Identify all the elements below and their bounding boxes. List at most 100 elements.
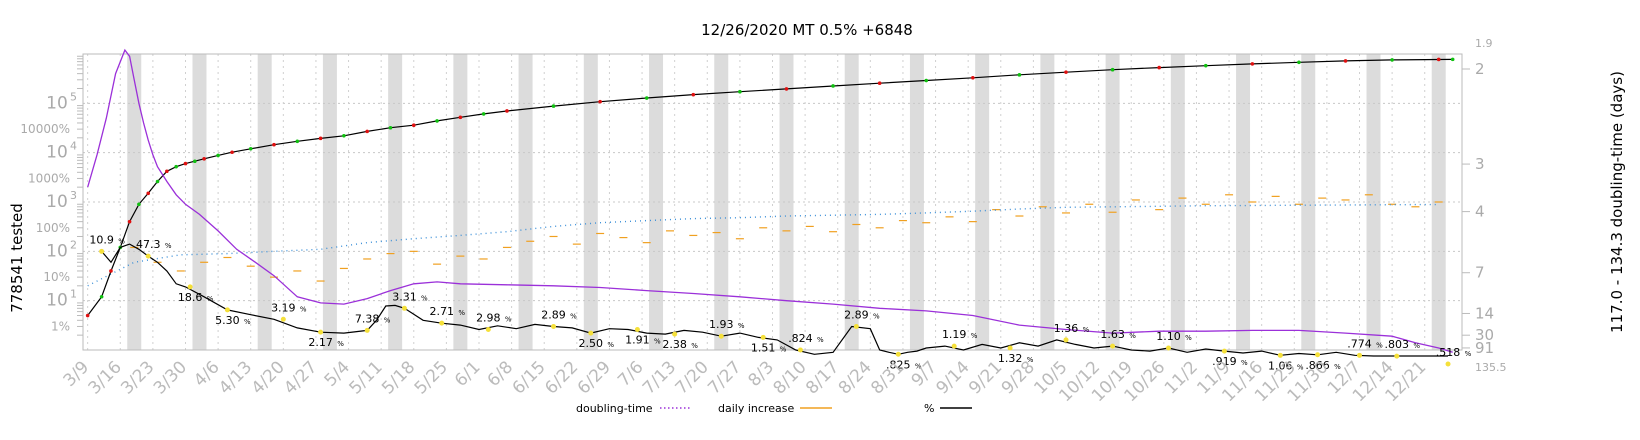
percent-annotation-label: .774 bbox=[1347, 337, 1372, 350]
x-tick-label: 7/20 bbox=[672, 357, 713, 398]
percent-sign: % bbox=[1297, 363, 1304, 371]
percent-annotation-label: 2.98 bbox=[476, 312, 501, 325]
left-tick-label: 10 4 bbox=[46, 140, 77, 163]
left-percent-tick: 10000% bbox=[20, 122, 70, 136]
tested-point bbox=[248, 146, 253, 151]
x-tick-label: 8/24 bbox=[835, 357, 876, 398]
tested-point bbox=[1436, 57, 1441, 62]
left-tick-exponent: 5 bbox=[70, 90, 77, 103]
weekend-band bbox=[583, 54, 598, 350]
weekend-band bbox=[649, 54, 664, 350]
annotation-dot bbox=[895, 351, 901, 357]
right-tick-label: 7 bbox=[1475, 264, 1485, 282]
percent-annotation-label: 1.51 bbox=[751, 341, 776, 354]
tested-point bbox=[481, 112, 486, 116]
tested-point bbox=[202, 157, 206, 161]
grid-lines bbox=[77, 53, 1462, 351]
x-tick-label: 4/27 bbox=[280, 357, 321, 398]
tested-point bbox=[1343, 59, 1348, 63]
tested-point bbox=[137, 202, 141, 207]
right-tick-label: 4 bbox=[1475, 203, 1485, 221]
weekend-bands bbox=[127, 54, 1446, 350]
tested-point bbox=[458, 115, 463, 120]
left-tick-label: 10 3 bbox=[46, 189, 77, 212]
right-tick-label: 1.9 bbox=[1475, 37, 1493, 50]
annotation-dot bbox=[551, 323, 557, 329]
left-percent-tick: 1% bbox=[51, 319, 70, 333]
tested-point bbox=[644, 96, 649, 100]
percent-sign: % bbox=[337, 340, 344, 348]
left-tick-exponent: 4 bbox=[70, 140, 77, 153]
weekend-band bbox=[714, 54, 729, 350]
tested-point bbox=[216, 153, 220, 158]
tested-point bbox=[1297, 60, 1301, 65]
percent-annotation-label: 3.31 bbox=[392, 290, 417, 303]
left-tick-base: 10 bbox=[46, 93, 68, 113]
percent-sign: % bbox=[165, 242, 172, 250]
percent-annotation-label: 5.30 bbox=[215, 314, 240, 327]
right-tick-label: 91 bbox=[1475, 339, 1494, 357]
tested-point bbox=[183, 161, 188, 166]
percent-sign: % bbox=[421, 294, 428, 302]
percent-annotation-label: 47.3 bbox=[136, 238, 161, 251]
percent-annotation-label: 1.93 bbox=[709, 318, 734, 331]
percent-sign: % bbox=[1027, 356, 1034, 364]
tested-point bbox=[342, 133, 346, 138]
percent-annotation-label: .919 bbox=[1212, 355, 1237, 368]
percent-annotation-label: 2.89 bbox=[844, 308, 869, 321]
x-tick-label: 8/10 bbox=[770, 357, 811, 398]
x-tick-label: 6/15 bbox=[509, 357, 550, 398]
tested-point bbox=[411, 123, 416, 128]
tested-point bbox=[165, 169, 169, 174]
legend: doubling-time daily increase% bbox=[576, 402, 972, 415]
percent-annotation-label: 2.89 bbox=[541, 308, 566, 321]
left-tick-label: 10 2 bbox=[46, 238, 77, 261]
percent-annotation-label: .825 bbox=[886, 358, 911, 371]
x-tick-label: 3/16 bbox=[85, 357, 126, 398]
left-tick-label: 10 5 bbox=[46, 90, 77, 113]
right-tick-label: 3 bbox=[1475, 155, 1485, 173]
tested-point bbox=[295, 139, 300, 144]
tested-point bbox=[1390, 58, 1394, 62]
annotation-dot bbox=[1277, 352, 1283, 358]
x-tick-label: 7/13 bbox=[639, 357, 680, 398]
annotation-dot bbox=[145, 253, 151, 259]
x-tick-label: 6/29 bbox=[574, 357, 615, 398]
percent-annotation-label: .824 bbox=[788, 332, 813, 345]
percent-annotation-label: 1.32 bbox=[998, 352, 1023, 365]
legend-label: daily increase bbox=[718, 402, 794, 415]
weekend-band bbox=[975, 54, 990, 350]
tested-point bbox=[155, 179, 160, 184]
annotation-dot bbox=[1357, 352, 1363, 358]
annotation-dot bbox=[718, 333, 724, 339]
right-tick-label: 14 bbox=[1475, 304, 1494, 322]
percent-annotation-label: 1.91 bbox=[625, 334, 650, 347]
percent-sign: % bbox=[1241, 359, 1248, 367]
x-tick-label: 5/18 bbox=[378, 357, 419, 398]
left-tick-label: 10 1 bbox=[46, 288, 77, 311]
left-tick-exponent: 3 bbox=[70, 189, 77, 202]
weekend-band bbox=[453, 54, 468, 350]
tested-point bbox=[877, 81, 882, 85]
percent-annotation-label: .518 bbox=[1436, 346, 1461, 359]
percent-annotation-label: 10.9 bbox=[89, 233, 114, 246]
tested-point bbox=[1250, 62, 1255, 66]
tested-point bbox=[318, 136, 323, 141]
percent-annotation-label: 1.19 bbox=[942, 328, 967, 341]
percent-sign: % bbox=[654, 338, 661, 346]
series-layer bbox=[85, 48, 1455, 357]
left-tick-exponent: 1 bbox=[70, 288, 77, 301]
tested-point bbox=[193, 159, 197, 164]
annotation-dot bbox=[1007, 345, 1013, 351]
percent-annotation-label: .866 bbox=[1305, 359, 1330, 372]
percent-sign: % bbox=[915, 362, 922, 370]
percent-sign: % bbox=[384, 316, 391, 324]
tested-point bbox=[1064, 70, 1068, 74]
x-tick-label: 8/17 bbox=[802, 357, 843, 398]
percent-sign: % bbox=[1376, 341, 1383, 349]
percent-annotation-label: 7.38 bbox=[355, 312, 380, 325]
plot-frame bbox=[82, 53, 1463, 351]
x-tick-label: 6/22 bbox=[541, 357, 582, 398]
annotation-dot bbox=[364, 327, 370, 333]
doubling-time-line bbox=[87, 48, 1453, 353]
